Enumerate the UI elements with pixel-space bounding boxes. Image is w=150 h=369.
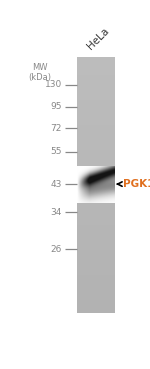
Text: 55: 55 bbox=[50, 147, 62, 156]
Text: 95: 95 bbox=[50, 102, 62, 111]
Text: 130: 130 bbox=[45, 80, 62, 89]
Text: PGK1: PGK1 bbox=[123, 179, 150, 189]
Text: 26: 26 bbox=[50, 245, 62, 254]
Text: 34: 34 bbox=[50, 208, 62, 217]
Text: 43: 43 bbox=[50, 180, 62, 189]
Text: MW
(kDa): MW (kDa) bbox=[28, 63, 51, 82]
Text: HeLa: HeLa bbox=[85, 26, 111, 51]
Text: 72: 72 bbox=[50, 124, 62, 132]
